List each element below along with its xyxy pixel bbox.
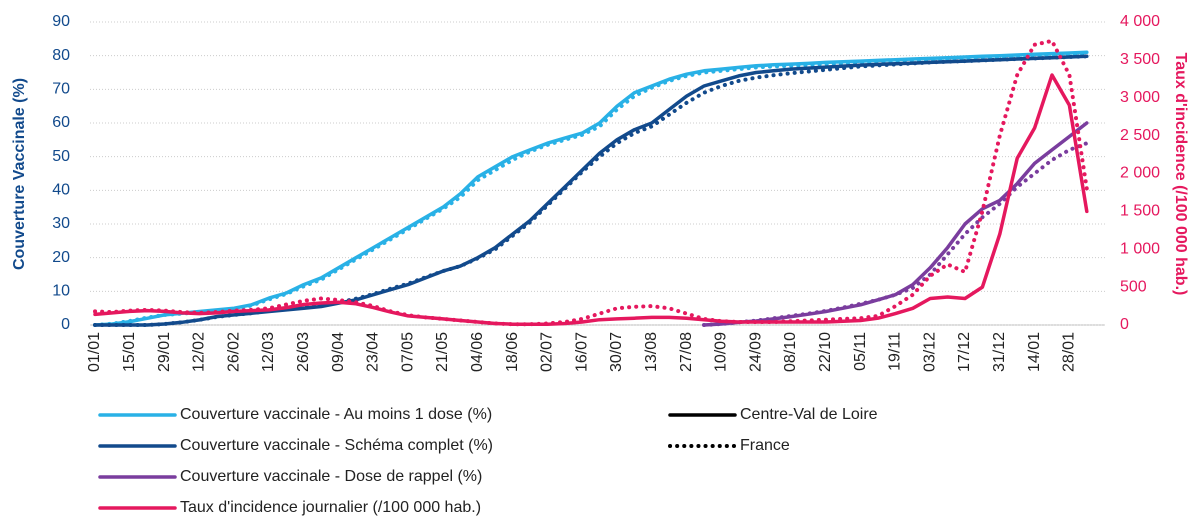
x-tick-label: 13/08: [643, 332, 660, 372]
x-tick-label: 12/03: [260, 332, 277, 372]
x-tick-label: 12/02: [191, 332, 208, 372]
legend-label: Centre-Val de Loire: [740, 406, 878, 423]
x-tick-label: 27/08: [678, 332, 695, 372]
x-tick-label: 09/04: [330, 332, 347, 372]
x-tick-label: 22/10: [817, 332, 834, 372]
x-tick-label: 24/09: [747, 332, 764, 372]
legend-label: Couverture vaccinale - Dose de rappel (%…: [180, 468, 482, 485]
y2-tick-label: 3 500: [1120, 51, 1160, 68]
x-tick-label: 30/07: [608, 332, 625, 372]
x-tick-label: 17/12: [956, 332, 973, 372]
y-tick-label: 40: [52, 182, 70, 199]
y-axis-label: Couverture Vaccinale (%): [11, 78, 28, 270]
series-line: [93, 50, 1089, 327]
x-tick-label: 18/06: [504, 332, 521, 372]
y-tick-label: 60: [52, 114, 70, 131]
series-line: [93, 38, 1089, 327]
y2-tick-label: 1 500: [1120, 203, 1160, 220]
x-tick-label: 29/01: [156, 332, 173, 372]
x-tick-label: 05/11: [852, 332, 869, 371]
x-tick-label: 26/03: [295, 332, 312, 372]
x-tick-label: 23/04: [365, 332, 382, 372]
x-tick-label: 19/11: [887, 332, 904, 371]
x-tick-label: 21/05: [434, 332, 451, 372]
x-tick-label: 04/06: [469, 332, 486, 372]
legend-label: France: [740, 437, 790, 454]
x-tick-label: 02/07: [539, 332, 556, 372]
y-tick-label: 80: [52, 47, 70, 64]
y-tick-label: 90: [52, 13, 70, 30]
x-tick-label: 07/05: [399, 332, 416, 372]
y2-tick-label: 0: [1120, 316, 1129, 333]
legend-label: Couverture vaccinale - Au moins 1 dose (…: [180, 406, 492, 423]
x-tick-label: 31/12: [991, 332, 1008, 372]
y2-axis-label: Taux d'incidence (/100 000 hab.): [1172, 53, 1189, 296]
x-tick-label: 08/10: [782, 332, 799, 372]
y2-tick-label: 1 000: [1120, 240, 1160, 257]
y2-tick-label: 3 000: [1120, 89, 1160, 106]
legend-label: Taux d'incidence journalier (/100 000 ha…: [180, 499, 481, 516]
y-tick-label: 0: [61, 316, 70, 333]
y-tick-label: 20: [52, 249, 70, 266]
y2-tick-label: 500: [1120, 278, 1147, 295]
series-line: [702, 141, 1089, 327]
series-line: [93, 54, 1089, 327]
x-tick-label: 01/01: [86, 332, 103, 372]
y-tick-label: 70: [52, 81, 70, 98]
y2-tick-label: 2 000: [1120, 165, 1160, 182]
legend-label: Couverture vaccinale - Schéma complet (%…: [180, 437, 493, 454]
y-tick-label: 50: [52, 148, 70, 165]
y2-tick-label: 2 500: [1120, 127, 1160, 144]
x-tick-label: 28/01: [1061, 332, 1078, 372]
x-tick-label: 03/12: [921, 332, 938, 372]
x-tick-label: 26/02: [225, 332, 242, 372]
x-tick-label: 14/01: [1026, 332, 1043, 372]
x-tick-label: 16/07: [573, 332, 590, 372]
x-tick-label: 10/09: [713, 332, 730, 372]
y2-tick-label: 4 000: [1120, 13, 1160, 30]
series-line: [93, 52, 1089, 327]
x-tick-label: 15/01: [121, 332, 138, 372]
y-tick-label: 30: [52, 215, 70, 232]
series-line: [93, 73, 1089, 326]
y-tick-label: 10: [52, 283, 70, 300]
